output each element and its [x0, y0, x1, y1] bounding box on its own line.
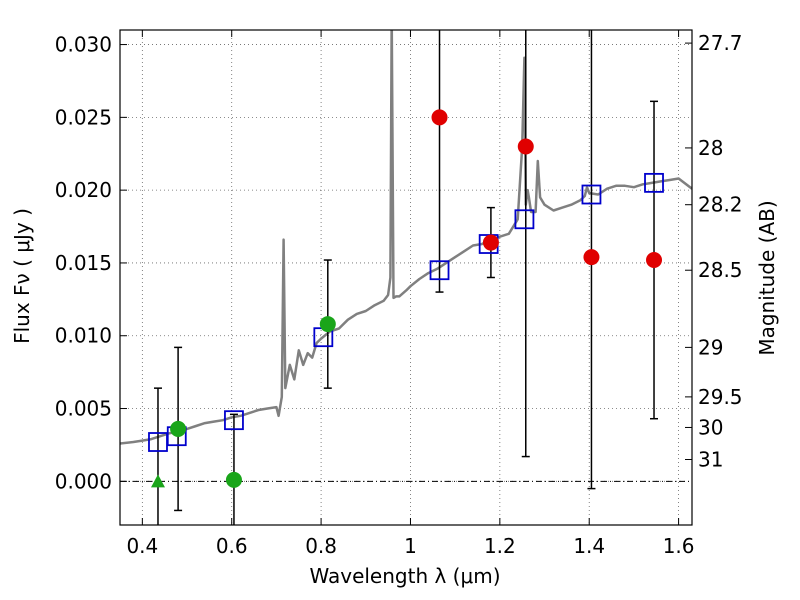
model-point: [429, 260, 450, 281]
red-point: [583, 249, 600, 266]
right-tick-label: 29: [698, 335, 723, 359]
x-axis-label: Wavelength λ (μm): [309, 564, 500, 588]
right-tick-label: 28.5: [698, 258, 743, 282]
y-tick-label: 0.030: [55, 33, 112, 57]
x-tick-label: 1.4: [573, 534, 605, 558]
tick-layer: 0.4 0.6 0.8 1 1.2 1.4 1.6 0.000 0.005 0.010 0.015 0…: [55, 30, 743, 558]
green-point: [170, 420, 187, 437]
right-tick-label: 31: [698, 447, 723, 471]
model-point: [644, 172, 664, 193]
red-point: [646, 252, 663, 269]
x-tick-label: 0.8: [305, 534, 337, 558]
model-point: [581, 184, 602, 205]
spectrum-layer: [120, 30, 692, 445]
marker-layer: [148, 109, 664, 488]
green-point: [225, 471, 242, 488]
green-point: [319, 316, 336, 333]
y-tick-label: 0.025: [55, 105, 112, 129]
x-tick-label: 1.6: [663, 534, 695, 558]
y-tick-label: 0.010: [55, 324, 112, 348]
right-axis-label: Magnitude (AB): [755, 200, 779, 355]
x-tick-label: 1.2: [484, 534, 516, 558]
x-tick-label: 1: [404, 534, 417, 558]
right-tick-label: 28.2: [698, 193, 743, 217]
right-tick-label: 27.7: [698, 31, 743, 55]
x-tick-label: 0.6: [216, 534, 248, 558]
y-tick-label: 0.005: [55, 397, 112, 421]
y-axis-label: Flux Fν ( μJy ): [10, 208, 34, 344]
y-tick-label: 0.015: [55, 251, 112, 275]
red-point: [431, 109, 448, 126]
right-tick-label: 28: [698, 136, 723, 160]
upper-limit-point: [150, 474, 165, 488]
x-tick-label: 0.4: [126, 534, 158, 558]
red-point: [482, 234, 499, 251]
spectrum-line: [120, 30, 692, 445]
model-point: [514, 209, 535, 230]
right-tick-label: 29.5: [698, 385, 743, 409]
model-point: [224, 410, 244, 431]
red-point: [517, 138, 534, 155]
y-tick-label: 0.020: [55, 178, 112, 202]
y-tick-label: 0.000: [55, 469, 112, 493]
plot-frame: [119, 29, 693, 526]
right-tick-label: 30: [698, 415, 723, 439]
